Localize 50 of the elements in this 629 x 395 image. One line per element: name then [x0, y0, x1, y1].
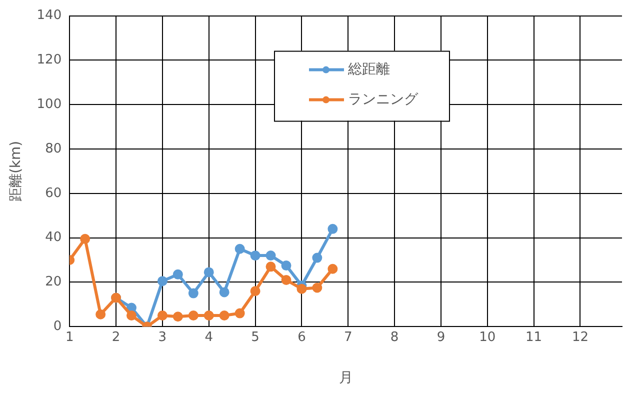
y-tick-label: 0 — [53, 318, 62, 334]
x-tick-label: 7 — [344, 330, 352, 345]
y-tick-label: 20 — [45, 274, 62, 290]
point — [80, 234, 90, 244]
y-tick-label: 120 — [36, 52, 62, 68]
y-tick-label: 80 — [45, 141, 62, 156]
x-tick-label: 12 — [572, 330, 588, 345]
point — [266, 262, 276, 272]
x-tick-label: 11 — [526, 330, 542, 345]
x-tick-label: 9 — [436, 330, 446, 345]
y-tick-label: 60 — [45, 186, 62, 201]
x-tick-label: 1 — [65, 330, 74, 345]
point — [172, 312, 183, 322]
point — [281, 260, 292, 271]
x-tick-label: 4 — [204, 330, 214, 345]
point — [281, 274, 292, 285]
point — [126, 310, 136, 320]
point — [312, 252, 322, 263]
x-tick-label: 2 — [112, 330, 120, 345]
point — [96, 309, 106, 320]
y-tick-label: 40 — [45, 230, 62, 246]
point — [188, 288, 198, 298]
point — [157, 310, 168, 320]
x-tick-label: 3 — [158, 330, 167, 345]
x-tick-label: 5 — [251, 330, 260, 345]
point — [328, 224, 338, 234]
y-tick-label: 140 — [36, 8, 62, 24]
point — [157, 276, 168, 286]
point — [234, 308, 245, 318]
point — [328, 264, 338, 274]
point — [250, 250, 260, 261]
y-axis-title: 距離(km) — [8, 140, 24, 202]
point — [296, 284, 307, 294]
point — [312, 282, 322, 293]
x-tick-label: 10 — [479, 330, 496, 345]
x-axis-title: 月 — [338, 370, 353, 386]
point — [219, 287, 230, 298]
point — [219, 310, 230, 320]
x-tick-label: 6 — [298, 330, 306, 345]
point — [188, 310, 198, 320]
point — [204, 310, 214, 320]
point — [250, 286, 260, 296]
point — [172, 269, 183, 280]
x-tick-label: 8 — [390, 330, 399, 345]
legend-label: 総距離 — [346, 61, 390, 78]
y-tick-label: 100 — [36, 96, 62, 112]
legend-label: ランニング — [348, 91, 419, 108]
point — [234, 244, 245, 254]
point — [266, 250, 276, 261]
point — [204, 267, 214, 278]
